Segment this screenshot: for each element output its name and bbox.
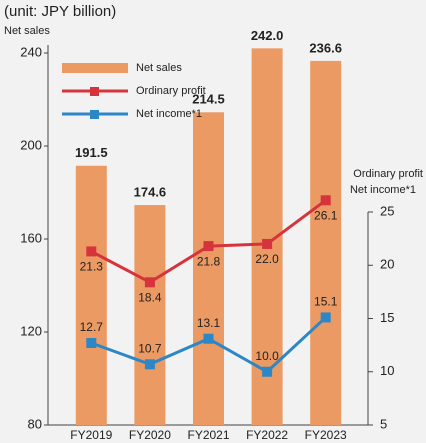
bar-value-label: 191.5	[75, 145, 108, 160]
bar-value-label: 214.5	[192, 92, 225, 107]
x-tick-label: FY2020	[129, 428, 171, 442]
line-value-label: 21.3	[80, 260, 104, 274]
line-marker	[144, 359, 155, 370]
legend-swatch	[62, 63, 128, 73]
legend-label: Net income*1	[136, 108, 202, 120]
line-marker	[203, 241, 214, 252]
x-tick-label: FY2022	[246, 428, 288, 442]
y-tick-label: 200	[20, 137, 42, 152]
line-value-label: 21.8	[197, 254, 221, 268]
line-value-label: 18.4	[138, 290, 162, 304]
x-tick-label: FY2023	[305, 428, 347, 442]
bar-value-label: 242.0	[251, 28, 284, 43]
y2-tick-label: 10	[380, 363, 394, 378]
legend-swatch	[90, 110, 99, 119]
chart-title: (unit: JPY billion)	[4, 3, 116, 20]
y2-tick-label: 25	[380, 203, 394, 218]
y2-axis-label: Ordinary profit	[353, 168, 423, 180]
line-value-label: 12.7	[80, 320, 104, 334]
line-value-label: 10.0	[255, 349, 279, 363]
bar-value-label: 174.6	[134, 184, 167, 199]
line-value-label: 22.0	[255, 252, 279, 266]
bar	[134, 205, 166, 425]
line-marker	[86, 337, 97, 348]
y-tick-label: 120	[20, 323, 42, 338]
bar	[193, 112, 224, 425]
y-tick-label: 160	[20, 230, 42, 245]
x-tick-label: FY2021	[187, 428, 229, 442]
line-marker	[262, 366, 273, 377]
line-value-label: 13.1	[197, 316, 221, 330]
legend-label: Net sales	[136, 62, 182, 74]
y2-tick-label: 5	[380, 416, 387, 431]
y2-tick-label: 20	[380, 257, 394, 272]
bar	[310, 60, 342, 425]
line-marker	[144, 277, 155, 288]
line-marker	[262, 238, 273, 249]
line-marker	[86, 246, 97, 257]
y2-axis-label: Net income*1	[350, 184, 416, 196]
legend-label: Ordinary profit	[136, 85, 206, 97]
line-marker	[203, 333, 214, 344]
line-marker	[320, 312, 331, 323]
bar-value-label: 236.6	[309, 40, 342, 55]
y2-tick-label: 15	[380, 310, 394, 325]
line-value-label: 15.1	[314, 295, 338, 309]
x-tick-label: FY2019	[70, 428, 112, 442]
legend-swatch	[90, 87, 99, 96]
y-tick-label: 240	[20, 44, 42, 59]
line-value-label: 10.7	[138, 341, 162, 355]
bar	[75, 165, 107, 425]
line-value-label: 26.1	[314, 208, 338, 222]
y-axis-label: Net sales	[4, 25, 50, 37]
line-marker	[320, 195, 331, 206]
y-tick-label: 80	[28, 416, 42, 431]
